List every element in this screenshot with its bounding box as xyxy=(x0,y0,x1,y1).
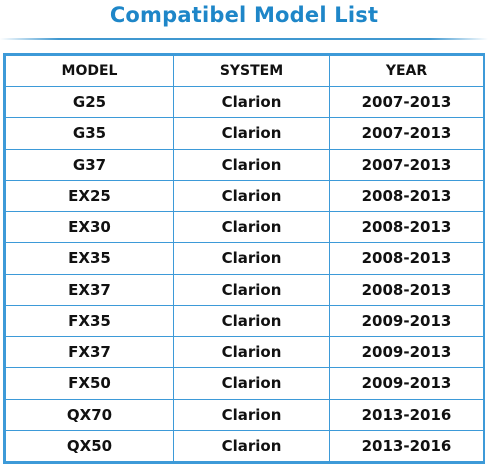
system-cell: Clarion xyxy=(173,367,330,400)
year-cell: 2013-2016 xyxy=(329,398,484,431)
table-header-row: MODEL SYSTEM YEAR xyxy=(5,55,484,87)
title-divider xyxy=(0,38,488,40)
year-cell: 2008-2013 xyxy=(329,210,484,244)
system-cell: Clarion xyxy=(173,117,330,150)
model-cell: G25 xyxy=(5,85,174,119)
model-cell: EX37 xyxy=(5,273,174,306)
table-row: G25 Clarion 2007-2013 xyxy=(5,85,484,119)
system-cell: Clarion xyxy=(173,148,330,181)
year-cell: 2009-2013 xyxy=(329,304,484,338)
model-cell: EX30 xyxy=(5,210,174,244)
year-cell: 2007-2013 xyxy=(329,117,484,150)
model-cell: G35 xyxy=(5,117,174,150)
model-cell: FX50 xyxy=(5,367,174,400)
compatible-model-table: MODEL SYSTEM YEAR G25 Clarion 2007-2013 … xyxy=(3,53,485,464)
table-row: FX37 Clarion 2009-2013 xyxy=(5,335,484,369)
table-row: QX50 Clarion 2013-2016 xyxy=(5,429,484,463)
table-row: EX25 Clarion 2008-2013 xyxy=(5,179,484,213)
system-cell: Clarion xyxy=(173,398,330,431)
model-cell: EX35 xyxy=(5,242,174,275)
system-cell: Clarion xyxy=(173,304,330,338)
model-cell: FX35 xyxy=(5,304,174,338)
model-cell: FX37 xyxy=(5,335,174,369)
year-cell: 2009-2013 xyxy=(329,367,484,400)
model-table: MODEL SYSTEM YEAR G25 Clarion 2007-2013 … xyxy=(5,55,484,463)
table-row: G37 Clarion 2007-2013 xyxy=(5,148,484,181)
table-row: EX35 Clarion 2008-2013 xyxy=(5,242,484,275)
table-row: G35 Clarion 2007-2013 xyxy=(5,117,484,150)
page-title: Compatibel Model List xyxy=(109,3,379,27)
header-year: YEAR xyxy=(329,55,484,87)
table-row: FX50 Clarion 2009-2013 xyxy=(5,367,484,400)
table-row: EX30 Clarion 2008-2013 xyxy=(5,210,484,244)
model-cell: G37 xyxy=(5,148,174,181)
year-cell: 2008-2013 xyxy=(329,179,484,213)
system-cell: Clarion xyxy=(173,179,330,213)
table-row: EX37 Clarion 2008-2013 xyxy=(5,273,484,306)
model-cell: QX50 xyxy=(5,429,174,463)
model-cell: QX70 xyxy=(5,398,174,431)
system-cell: Clarion xyxy=(173,429,330,463)
header-system: SYSTEM xyxy=(173,55,330,87)
year-cell: 2013-2016 xyxy=(329,429,484,463)
system-cell: Clarion xyxy=(173,242,330,275)
year-cell: 2008-2013 xyxy=(329,242,484,275)
model-cell: EX25 xyxy=(5,179,174,213)
year-cell: 2009-2013 xyxy=(329,335,484,369)
system-cell: Clarion xyxy=(173,85,330,119)
header-model: MODEL xyxy=(5,55,174,87)
system-cell: Clarion xyxy=(173,273,330,306)
system-cell: Clarion xyxy=(173,210,330,244)
table-row: QX70 Clarion 2013-2016 xyxy=(5,398,484,431)
table-row: FX35 Clarion 2009-2013 xyxy=(5,304,484,338)
system-cell: Clarion xyxy=(173,335,330,369)
year-cell: 2007-2013 xyxy=(329,85,484,119)
year-cell: 2008-2013 xyxy=(329,273,484,306)
year-cell: 2007-2013 xyxy=(329,148,484,181)
